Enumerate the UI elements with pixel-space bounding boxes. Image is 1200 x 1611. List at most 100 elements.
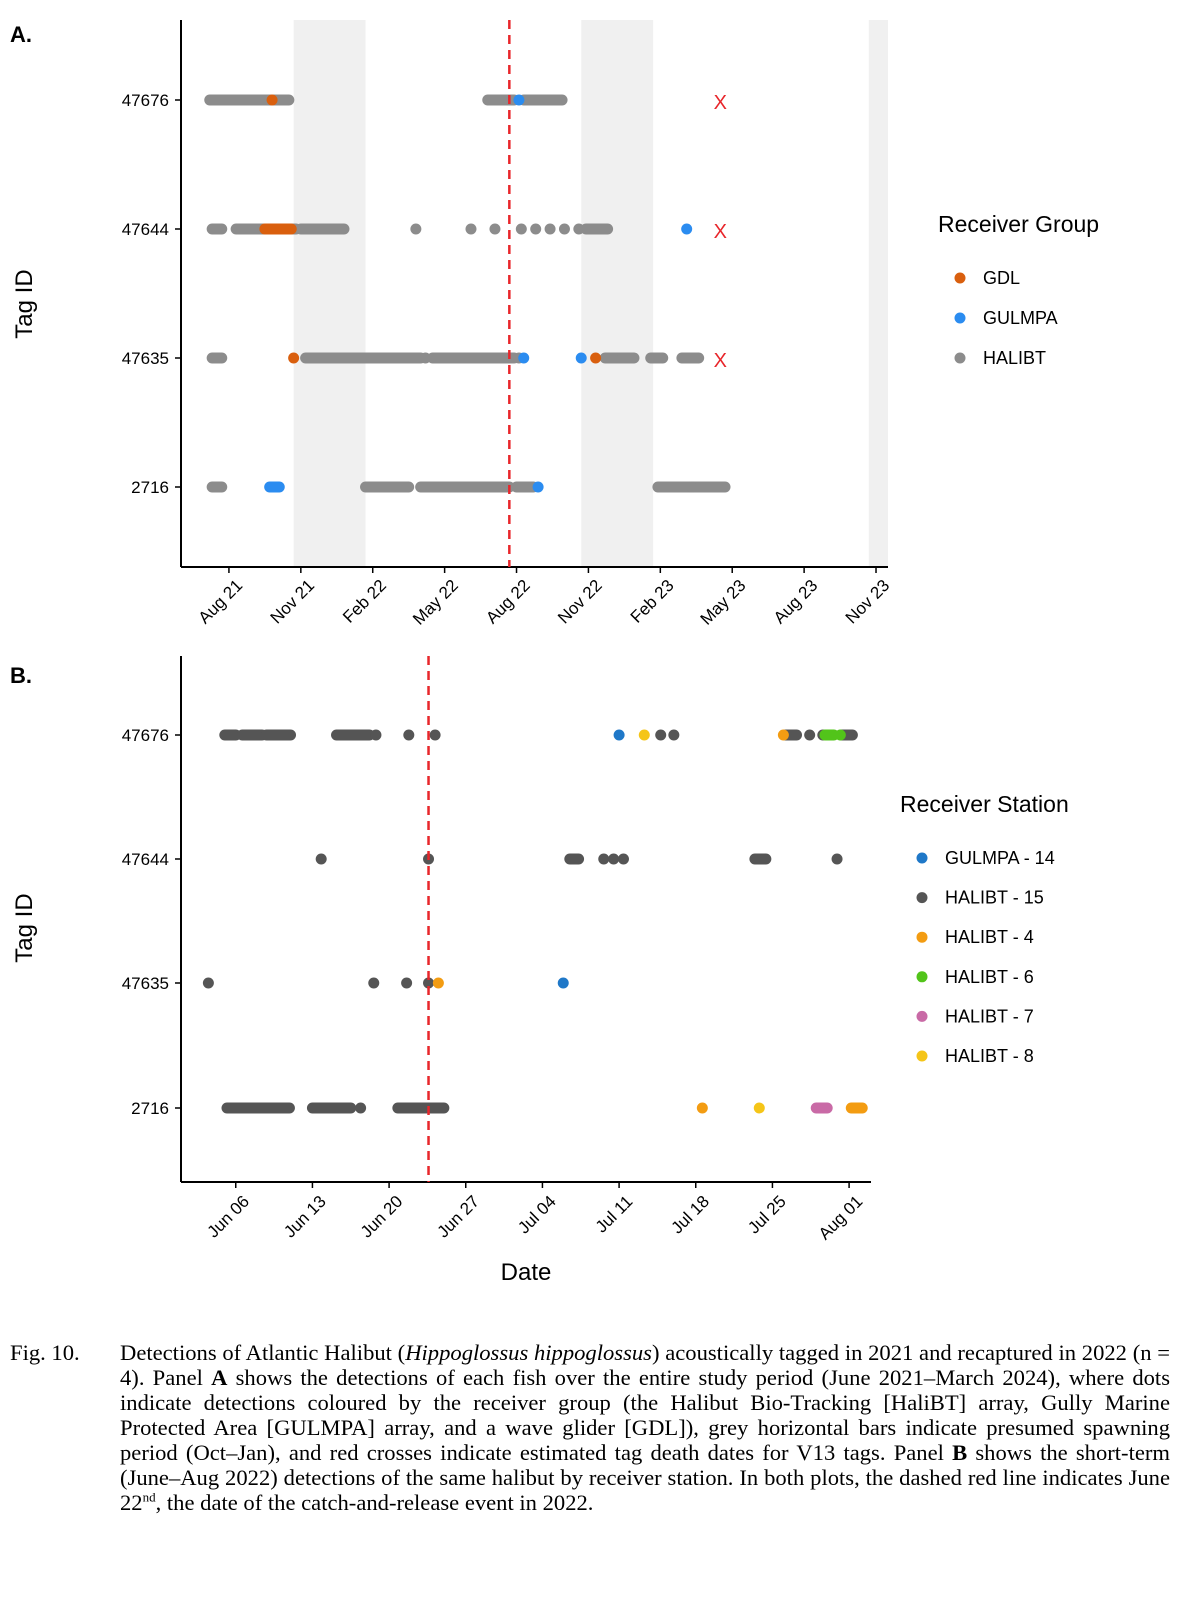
detection-point <box>355 1102 367 1114</box>
x-axis-title: Date <box>501 1259 552 1286</box>
legend-marker <box>916 971 928 983</box>
y-tick-label: 2716 <box>131 478 169 497</box>
legend-label: HALIBT <box>983 348 1046 368</box>
x-tick-label: Feb 23 <box>627 576 678 627</box>
panel-label: A. <box>10 22 32 47</box>
x-tick-label: Aug 23 <box>770 576 822 628</box>
legend-marker <box>954 272 966 284</box>
x-tick-label: Aug 21 <box>195 576 247 628</box>
detection-point <box>202 977 214 989</box>
detection-point <box>590 352 602 364</box>
detection-point <box>804 729 816 741</box>
y-tick-label: 2716 <box>131 1099 169 1118</box>
detection-point <box>613 729 625 741</box>
legend-label: HALIBT - 4 <box>945 927 1034 947</box>
detection-point <box>544 223 556 235</box>
legend-title: Receiver Group <box>938 211 1099 237</box>
y-tick-label: 47644 <box>122 850 169 869</box>
x-tick-label: Jul 25 <box>744 1192 790 1238</box>
y-axis-title: Tag ID <box>11 269 38 338</box>
detection-point <box>465 223 477 235</box>
x-tick-label: Jun 13 <box>280 1192 330 1242</box>
x-tick-label: Jun 20 <box>357 1192 407 1242</box>
detection-point <box>401 977 413 989</box>
detection-point <box>575 352 587 364</box>
detection-point <box>696 1102 708 1114</box>
tag-death-cross: X <box>714 350 727 372</box>
detection-point <box>668 729 680 741</box>
legend-label: HALIBT - 7 <box>945 1006 1034 1026</box>
legend-marker <box>954 352 966 364</box>
detection-point <box>655 729 667 741</box>
y-tick-label: 47676 <box>122 91 169 110</box>
detection-point <box>685 481 697 493</box>
x-tick-label: Aug 01 <box>815 1192 867 1244</box>
detection-point <box>515 223 527 235</box>
legend-marker <box>916 1010 928 1022</box>
detection-point <box>558 223 570 235</box>
detection-point <box>432 977 444 989</box>
legend-marker <box>916 931 928 943</box>
legend-marker <box>916 892 928 904</box>
detection-point <box>518 352 530 364</box>
detection-point <box>266 94 278 106</box>
legend-label: HALIBT - 6 <box>945 967 1034 987</box>
x-tick-label: Jul 11 <box>592 1192 637 1237</box>
legend-label: HALIBT - 8 <box>945 1046 1034 1066</box>
legend-marker <box>916 1050 928 1062</box>
y-tick-label: 47635 <box>122 974 169 993</box>
detection-point <box>617 853 629 865</box>
detection-point <box>403 729 415 741</box>
panel-label: B. <box>10 663 32 688</box>
x-tick-label: May 22 <box>409 576 462 629</box>
detection-point <box>370 729 382 741</box>
spawning-period-band <box>581 20 654 567</box>
detection-point <box>423 977 435 989</box>
legend-title: Receiver Station <box>900 791 1069 817</box>
detection-point <box>530 223 542 235</box>
detection-point <box>489 223 501 235</box>
detection-point <box>315 853 327 865</box>
legend-label: GULMPA - 14 <box>945 848 1055 868</box>
y-axis-title: Tag ID <box>11 893 38 962</box>
legend-label: GDL <box>983 268 1020 288</box>
detection-point <box>608 853 620 865</box>
x-tick-label: Aug 22 <box>482 576 534 628</box>
figure-caption: Fig. 10. Detections of Atlantic Halibut … <box>10 1340 1170 1515</box>
species-name: Hippoglossus hippoglossus <box>405 1340 652 1365</box>
y-tick-label: 47676 <box>122 726 169 745</box>
detection-point <box>557 977 569 989</box>
x-tick-label: Nov 21 <box>267 576 319 628</box>
detection-point <box>573 223 585 235</box>
x-tick-label: Nov 23 <box>842 576 894 628</box>
x-tick-label: Feb 22 <box>339 576 390 627</box>
detection-point <box>288 352 300 364</box>
x-tick-label: Jun 27 <box>434 1192 484 1242</box>
caption-text: Detections of Atlantic Halibut (Hippoglo… <box>120 1340 1170 1515</box>
legend-marker <box>916 852 928 864</box>
spawning-period-band <box>293 20 366 567</box>
caption-label: Fig. 10. <box>10 1340 80 1365</box>
figure-canvas: A. Tag ID 2716 47635 47644 47676 Aug 21 Nov 21 F… <box>10 20 1099 1286</box>
x-tick-label: Jul 04 <box>514 1192 560 1238</box>
detection-point <box>638 729 650 741</box>
detection-point <box>429 729 441 741</box>
legend-label: GULMPA <box>983 308 1058 328</box>
detection-point <box>831 853 843 865</box>
x-tick-label: May 23 <box>697 576 750 629</box>
detection-point <box>834 729 846 741</box>
detection-point <box>368 977 380 989</box>
legend-marker <box>954 312 966 324</box>
detection-point <box>419 352 431 364</box>
spawning-period-band <box>868 20 888 567</box>
detection-point <box>513 94 525 106</box>
detection-point <box>606 352 618 364</box>
detection-point <box>410 223 422 235</box>
tag-death-cross: X <box>714 221 727 243</box>
detection-point <box>532 481 544 493</box>
legend-label: HALIBT - 15 <box>945 888 1044 908</box>
x-tick-label: Nov 22 <box>554 576 606 628</box>
detection-point <box>753 1102 765 1114</box>
x-tick-label: Jul 18 <box>668 1192 714 1238</box>
detection-point <box>598 853 610 865</box>
